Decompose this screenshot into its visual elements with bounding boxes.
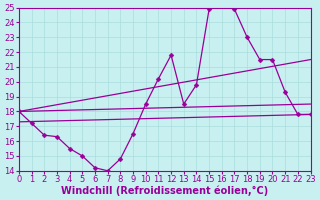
X-axis label: Windchill (Refroidissement éolien,°C): Windchill (Refroidissement éolien,°C) <box>61 185 268 196</box>
